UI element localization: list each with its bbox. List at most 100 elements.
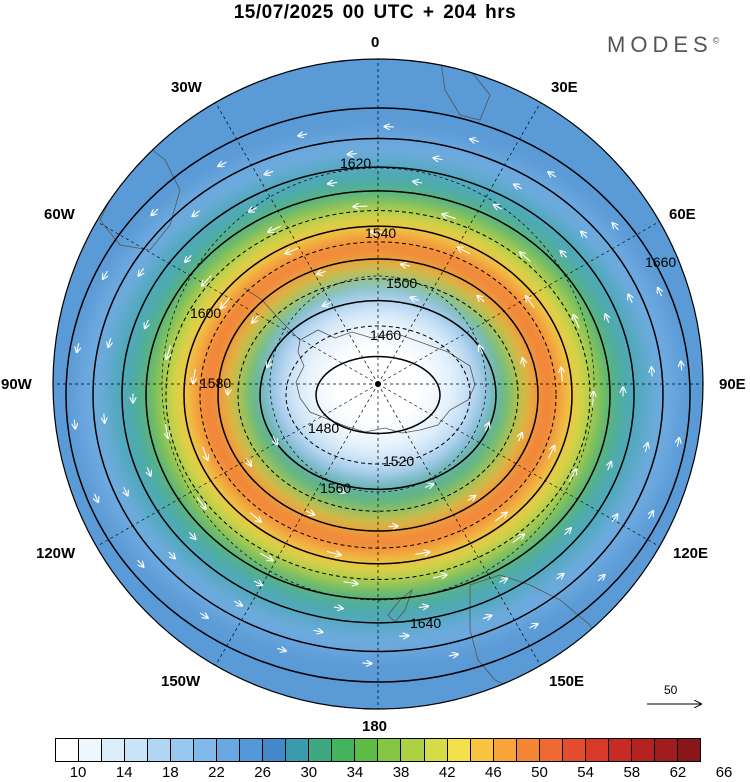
wind-vector — [260, 552, 272, 560]
wind-vector — [612, 514, 617, 522]
colorbar-swatch — [585, 739, 609, 761]
wind-vector — [103, 270, 108, 279]
colorbar-tick-label: 30 — [300, 764, 318, 781]
wind-vector — [479, 346, 483, 354]
colorbar-swatch — [194, 739, 218, 761]
meridian-line — [96, 383, 379, 547]
contour-line — [121, 166, 635, 624]
wind-vector — [185, 254, 192, 261]
wind-vector — [326, 551, 341, 554]
wind-vector — [94, 493, 98, 502]
contour-line — [237, 278, 519, 512]
wind-vector — [608, 462, 611, 471]
contour-label: 1660 — [645, 254, 676, 270]
colorbar-swatch — [263, 739, 287, 761]
colorbar-swatch — [447, 739, 471, 761]
wind-vector — [249, 512, 261, 522]
meridian-line — [377, 102, 541, 385]
colorbar — [55, 738, 701, 762]
wind-vector — [202, 446, 208, 460]
wind-vector — [401, 264, 411, 266]
contour-label: 1560 — [320, 480, 351, 496]
contour-line — [259, 299, 497, 491]
wind-vector — [202, 275, 212, 285]
wind-vector — [485, 423, 489, 432]
wind-vectors — [74, 127, 681, 664]
wind-vector — [333, 607, 343, 608]
wind-vector — [556, 574, 563, 579]
wind-vector — [520, 252, 531, 263]
lon-label-150e: 150E — [549, 673, 585, 690]
colorbar-tick-label: 34 — [346, 764, 364, 781]
wind-vector — [343, 582, 358, 584]
wind-vector — [192, 211, 200, 216]
wind-vector — [519, 433, 523, 442]
wind-vector — [199, 613, 208, 618]
wind-vector — [413, 181, 423, 182]
graticule — [53, 59, 703, 709]
contour-line — [183, 225, 573, 565]
wind-vector — [470, 139, 479, 142]
wind-vector — [348, 154, 357, 155]
wind-vector — [605, 314, 608, 323]
wind-vector — [529, 624, 538, 628]
colorbar-swatch — [332, 739, 356, 761]
wind-vector — [298, 134, 308, 136]
wind-vector — [564, 528, 571, 536]
colorbar-tick-label: 42 — [438, 764, 456, 781]
wind-vector — [424, 484, 433, 487]
wind-vector — [512, 534, 524, 543]
colorbar-swatch — [286, 739, 310, 761]
colorbar-tick-label: 22 — [208, 764, 225, 781]
chart-title: 15/07/2025 00 UTC + 204 hrs — [233, 2, 517, 23]
wind-vector — [573, 315, 580, 328]
wind-vector — [593, 392, 594, 406]
contour-line — [92, 137, 664, 653]
wind-vector — [285, 247, 299, 253]
colorbar-swatch — [401, 739, 425, 761]
colorbar-tick-label: 18 — [162, 764, 179, 781]
wind-vector — [526, 296, 535, 308]
lon-label-180: 180 — [362, 718, 388, 735]
wind-vector — [145, 319, 148, 328]
contour-line — [199, 241, 557, 549]
colorbar-swatch — [240, 739, 264, 761]
wind-vector — [166, 423, 168, 438]
wind-vector — [147, 467, 150, 475]
wind-vector — [168, 551, 175, 558]
contour-label: 1500 — [386, 275, 417, 291]
wind-vector — [328, 182, 338, 183]
wind-vector — [233, 601, 242, 605]
wind-vector — [188, 532, 195, 540]
meridian-line — [377, 383, 541, 666]
wind-vector — [166, 345, 170, 358]
colorbar-tick-label: 10 — [69, 764, 87, 781]
colorbar-tick-label: 46 — [485, 764, 502, 781]
wind-vector — [104, 413, 105, 423]
reference-vector-arrow — [647, 683, 704, 713]
wind-vector — [108, 338, 110, 347]
wind-vector — [193, 369, 196, 383]
contour-line — [65, 107, 691, 683]
contour-label: 1480 — [308, 420, 339, 436]
wind-vector — [612, 223, 619, 231]
contour-label: 1620 — [340, 155, 371, 171]
wind-vector — [313, 630, 323, 632]
colorbar-swatch — [125, 739, 149, 761]
contour-label: 1600 — [190, 305, 221, 321]
contour-line — [217, 258, 539, 532]
wind-vector — [432, 575, 447, 578]
wind-vector — [597, 575, 605, 582]
wind-vector — [218, 162, 227, 166]
colorbar-swatch — [631, 739, 655, 761]
colorbar-tick-label: 26 — [254, 764, 271, 781]
wind-vector — [494, 205, 503, 209]
wind-vector — [317, 271, 326, 274]
reference-vector-label: 50 — [664, 683, 678, 697]
wind-vector — [458, 247, 471, 255]
wind-vector — [418, 606, 428, 607]
colorbar-tick-label: 14 — [115, 764, 133, 781]
wind-vector — [495, 513, 506, 522]
lon-label-60w: 60W — [44, 206, 75, 223]
